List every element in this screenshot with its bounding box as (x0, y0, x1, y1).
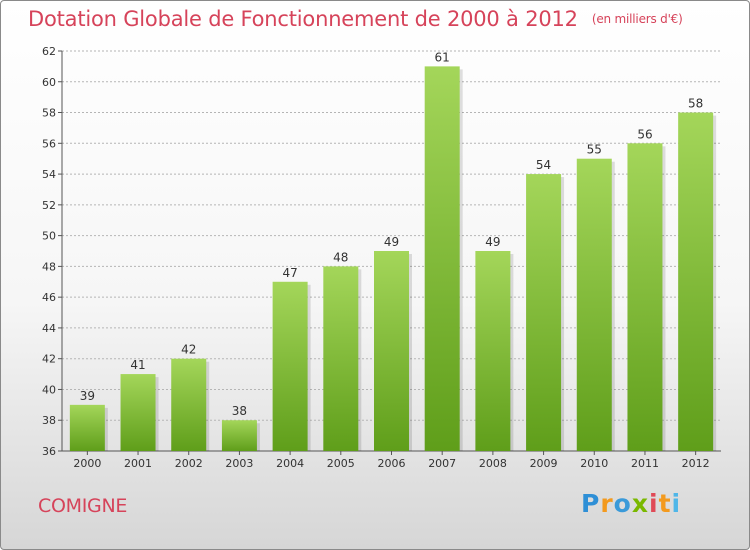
data-label: 61 (435, 50, 450, 64)
logo-letter: P (581, 489, 601, 518)
x-tick-label: 2006 (378, 457, 406, 470)
bar (272, 281, 308, 451)
data-label: 54 (536, 158, 551, 172)
chart-title: Dotation Globale de Fonctionnement de 20… (28, 7, 683, 31)
x-tick-label: 2009 (530, 457, 558, 470)
logo-letter: x (631, 489, 649, 518)
commune-name: COMIGNE (38, 495, 128, 517)
logo-letter: t (658, 489, 672, 518)
x-tick-label: 2001 (124, 457, 152, 470)
y-tick-label: 46 (42, 291, 56, 304)
x-tick-label: 2005 (327, 457, 355, 470)
data-label: 41 (130, 358, 145, 372)
y-tick-label: 62 (42, 45, 56, 58)
data-label: 42 (181, 343, 196, 357)
bar (374, 251, 409, 451)
data-label: 49 (485, 235, 500, 249)
y-tick-label: 50 (42, 230, 56, 243)
y-tick-label: 44 (42, 322, 56, 335)
data-label: 39 (80, 389, 95, 403)
data-label: 49 (384, 235, 399, 249)
bar (526, 174, 562, 452)
data-label: 58 (688, 97, 703, 111)
x-tick-label: 2000 (73, 457, 101, 470)
logo-letter: o (613, 489, 632, 518)
x-tick-label: 2008 (479, 457, 507, 470)
bar (221, 420, 257, 451)
chart-title-text: Dotation Globale de Fonctionnement de 20… (28, 7, 578, 31)
logo-letter: i (671, 489, 682, 518)
bar (120, 374, 156, 451)
bar (69, 404, 105, 451)
bar (323, 266, 359, 451)
data-label: 38 (232, 404, 247, 418)
bar (678, 112, 714, 452)
x-tick-label: 2010 (580, 457, 608, 470)
bar (171, 358, 207, 451)
y-tick-label: 58 (42, 107, 56, 120)
x-tick-label: 2004 (276, 457, 304, 470)
chart-subtitle: (en milliers d'€) (591, 12, 683, 26)
data-label: 55 (587, 143, 602, 157)
axes: 36 38 40 42 44 46 48 50 52 54 56 58 60 62 2000 2001 2002… (42, 45, 721, 470)
y-tick-label: 56 (42, 137, 56, 150)
y-tick-label: 40 (42, 383, 56, 396)
y-tick-label: 48 (42, 260, 56, 273)
y-tick-label: 42 (42, 353, 56, 366)
data-labels: 39 41 42 38 47 48 49 61 49 54 55 56 58 (80, 50, 704, 418)
logo-letter: r (600, 489, 614, 518)
data-label: 56 (637, 127, 652, 141)
x-tick-label: 2003 (225, 457, 253, 470)
x-tick-label: 2011 (631, 457, 659, 470)
y-tick-label: 60 (42, 76, 56, 89)
data-label: 48 (333, 250, 348, 264)
bars (69, 66, 717, 452)
x-tick-label: 2002 (175, 457, 203, 470)
x-tick-label: 2012 (682, 457, 710, 470)
proxiti-logo: Proxiti (581, 489, 681, 518)
bar (424, 66, 460, 451)
y-tick-label: 38 (42, 414, 56, 427)
bar (576, 158, 612, 451)
x-tick-label: 2007 (428, 457, 456, 470)
bar (627, 143, 663, 452)
bar (475, 251, 511, 451)
logo-letter: i (649, 489, 659, 518)
y-tick-label: 54 (42, 168, 56, 181)
y-tick-label: 36 (42, 445, 56, 458)
data-label: 47 (282, 266, 297, 280)
y-tick-label: 52 (42, 199, 56, 212)
